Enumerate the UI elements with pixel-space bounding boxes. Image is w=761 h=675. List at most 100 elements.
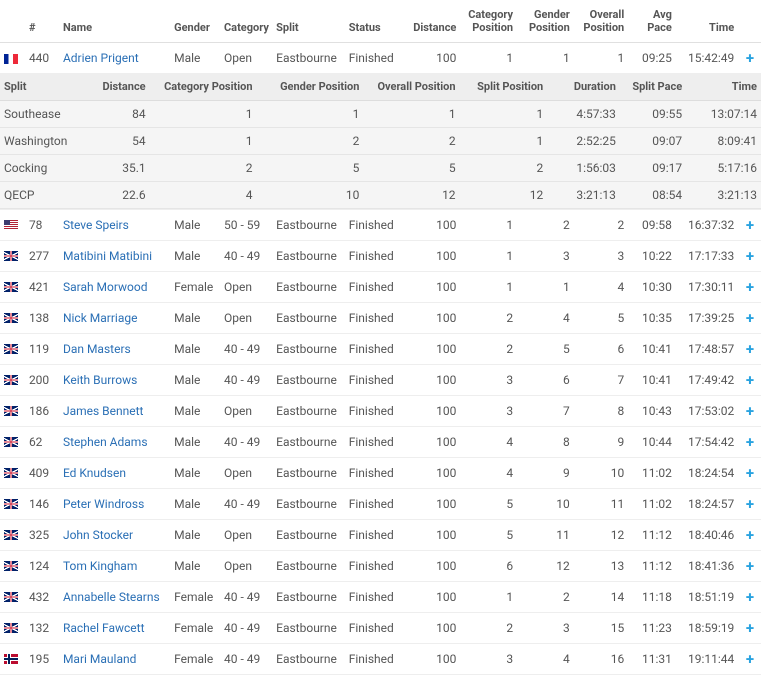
expand-cell[interactable]: +	[738, 581, 761, 612]
split-row: Washington 54 1 2 2 1 2:52:25 09:07 8:09…	[0, 127, 761, 154]
plus-icon[interactable]: +	[743, 464, 757, 482]
runner-name[interactable]: Dan Masters	[59, 333, 170, 364]
distance: 100	[404, 457, 461, 488]
expand-cell[interactable]: +	[738, 643, 761, 674]
split-duration: 4:57:33	[547, 100, 620, 127]
bib-number: 138	[25, 302, 59, 333]
col-name[interactable]: Name	[59, 0, 170, 43]
cat-pos: 1	[460, 209, 517, 240]
status: Finished	[345, 581, 404, 612]
plus-icon[interactable]: +	[743, 216, 757, 234]
plus-icon[interactable]: +	[743, 650, 757, 668]
result-row[interactable]: 195 Mari Mauland Female 40 - 49 Eastbour…	[0, 643, 761, 674]
plus-icon[interactable]: +	[743, 402, 757, 420]
split-ovr-pos: 12	[363, 181, 459, 208]
result-row[interactable]: 138 Nick Marriage Male Open Eastbourne F…	[0, 302, 761, 333]
category: 40 - 49	[220, 426, 272, 457]
gen-pos: 2	[517, 581, 574, 612]
expand-cell[interactable]: +	[738, 426, 761, 457]
col-status[interactable]: Status	[345, 0, 404, 43]
runner-name[interactable]: Tom Kingham	[59, 550, 170, 581]
expand-cell[interactable]: +	[738, 364, 761, 395]
runner-name[interactable]: Peter Windross	[59, 488, 170, 519]
flag-icon	[4, 375, 18, 385]
plus-icon[interactable]: +	[743, 588, 757, 606]
result-row[interactable]: 186 James Bennett Male Open Eastbourne F…	[0, 395, 761, 426]
runner-name[interactable]: Ed Knudsen	[59, 457, 170, 488]
runner-name[interactable]: Sarah Morwood	[59, 271, 170, 302]
runner-name[interactable]: Annabelle Stearns	[59, 581, 170, 612]
plus-icon[interactable]: +	[743, 526, 757, 544]
result-row[interactable]: 78 Steve Speirs Male 50 - 59 Eastbourne …	[0, 209, 761, 240]
expand-cell[interactable]: +	[738, 612, 761, 643]
plus-icon[interactable]: +	[743, 49, 757, 67]
plus-icon[interactable]: +	[743, 309, 757, 327]
runner-name[interactable]: Adrien Prigent	[59, 43, 170, 74]
plus-icon[interactable]: +	[743, 247, 757, 265]
expand-cell[interactable]: +	[738, 395, 761, 426]
gender: Male	[170, 333, 220, 364]
col-category[interactable]: Category	[220, 0, 272, 43]
split-pos: 2	[460, 154, 548, 181]
result-row[interactable]: 62 Stephen Adams Male 40 - 49 Eastbourne…	[0, 426, 761, 457]
result-row[interactable]: 325 John Stocker Male Open Eastbourne Fi…	[0, 519, 761, 550]
expand-cell[interactable]: +	[738, 240, 761, 271]
col-ovr-pos[interactable]: Overall Position	[574, 0, 628, 43]
runner-name[interactable]: Rachel Fawcett	[59, 612, 170, 643]
split-row: Southease 84 1 1 1 1 4:57:33 09:55 13:07…	[0, 100, 761, 127]
expand-cell[interactable]: +	[738, 209, 761, 240]
gender: Male	[170, 488, 220, 519]
flag-cell	[0, 364, 25, 395]
plus-icon[interactable]: +	[743, 495, 757, 513]
col-distance[interactable]: Distance	[404, 0, 461, 43]
plus-icon[interactable]: +	[743, 557, 757, 575]
result-row[interactable]: 277 Matibini Matibini Male 40 - 49 Eastb…	[0, 240, 761, 271]
expand-cell[interactable]: +	[738, 550, 761, 581]
result-row[interactable]: 200 Keith Burrows Male 40 - 49 Eastbourn…	[0, 364, 761, 395]
runner-name[interactable]: Steve Speirs	[59, 209, 170, 240]
expand-cell[interactable]: +	[738, 43, 761, 74]
result-row[interactable]: 432 Annabelle Stearns Female 40 - 49 Eas…	[0, 581, 761, 612]
runner-name[interactable]: Nick Marriage	[59, 302, 170, 333]
plus-icon[interactable]: +	[743, 433, 757, 451]
result-row[interactable]: 440 Adrien Prigent Male Open Eastbourne …	[0, 43, 761, 74]
expand-cell[interactable]: +	[738, 271, 761, 302]
col-split[interactable]: Split	[272, 0, 345, 43]
split: Eastbourne	[272, 457, 345, 488]
plus-icon[interactable]: +	[743, 340, 757, 358]
category: Open	[220, 43, 272, 74]
runner-name[interactable]: James Bennett	[59, 395, 170, 426]
runner-name[interactable]: Matibini Matibini	[59, 240, 170, 271]
col-gender[interactable]: Gender	[170, 0, 220, 43]
flag-cell	[0, 271, 25, 302]
category: 40 - 49	[220, 364, 272, 395]
col-num[interactable]: #	[25, 0, 59, 43]
plus-icon[interactable]: +	[743, 278, 757, 296]
expand-cell[interactable]: +	[738, 302, 761, 333]
col-time[interactable]: Time	[676, 0, 738, 43]
flag-icon	[4, 623, 18, 633]
result-row[interactable]: 124 Tom Kingham Male Open Eastbourne Fin…	[0, 550, 761, 581]
result-row[interactable]: 409 Ed Knudsen Male Open Eastbourne Fini…	[0, 457, 761, 488]
expand-cell[interactable]: +	[738, 519, 761, 550]
result-row[interactable]: 421 Sarah Morwood Female Open Eastbourne…	[0, 271, 761, 302]
status: Finished	[345, 488, 404, 519]
result-row[interactable]: 119 Dan Masters Male 40 - 49 Eastbourne …	[0, 333, 761, 364]
expand-cell[interactable]: +	[738, 457, 761, 488]
expand-cell[interactable]: +	[738, 333, 761, 364]
col-avg-pace[interactable]: Avg Pace	[628, 0, 676, 43]
category: 40 - 49	[220, 581, 272, 612]
col-gen-pos[interactable]: Gender Position	[517, 0, 574, 43]
plus-icon[interactable]: +	[743, 371, 757, 389]
plus-icon[interactable]: +	[743, 619, 757, 637]
runner-name[interactable]: John Stocker	[59, 519, 170, 550]
result-row[interactable]: 146 Peter Windross Male 40 - 49 Eastbour…	[0, 488, 761, 519]
split-pace: 09:07	[620, 127, 686, 154]
runner-name[interactable]: Keith Burrows	[59, 364, 170, 395]
runner-name[interactable]: Stephen Adams	[59, 426, 170, 457]
result-row[interactable]: 132 Rachel Fawcett Female 40 - 49 Eastbo…	[0, 612, 761, 643]
expand-cell[interactable]: +	[738, 488, 761, 519]
distance: 100	[404, 240, 461, 271]
runner-name[interactable]: Mari Mauland	[59, 643, 170, 674]
col-cat-pos[interactable]: Category Position	[460, 0, 517, 43]
